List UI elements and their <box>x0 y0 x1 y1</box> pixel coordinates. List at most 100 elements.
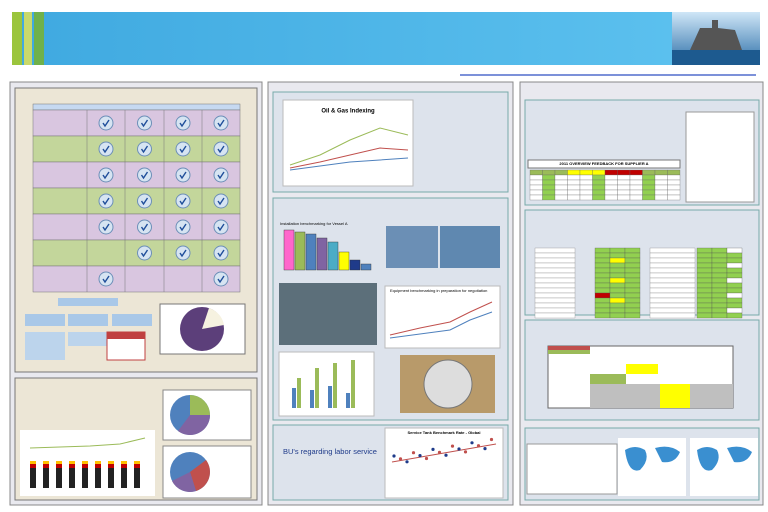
cell <box>711 262 728 269</box>
cell <box>624 277 641 284</box>
line <box>289 147 409 169</box>
cell <box>609 302 626 309</box>
cell <box>667 179 681 186</box>
cell <box>594 312 611 319</box>
check-mark <box>102 275 110 284</box>
cell <box>654 169 668 176</box>
cell <box>579 179 593 186</box>
cell <box>604 169 618 176</box>
check-icon <box>175 167 191 183</box>
check-mark <box>140 197 149 206</box>
cell <box>534 302 576 309</box>
org-node-head <box>107 332 145 339</box>
cell <box>592 194 606 201</box>
cell <box>726 292 743 299</box>
dot <box>483 447 487 451</box>
check-mark <box>217 197 225 206</box>
cell <box>529 194 543 201</box>
cell <box>604 174 618 181</box>
bar <box>30 464 36 468</box>
cell <box>594 277 611 284</box>
check-mark <box>140 171 149 180</box>
check-icon <box>213 167 229 183</box>
cell <box>649 292 696 299</box>
bar <box>95 468 101 488</box>
check-mark <box>140 145 149 154</box>
cell <box>592 169 606 176</box>
bar <box>134 468 140 488</box>
bar <box>315 368 319 408</box>
cell <box>542 179 556 186</box>
cell <box>696 307 713 314</box>
line <box>289 157 409 171</box>
continents <box>697 446 752 471</box>
dot <box>489 437 494 442</box>
cell <box>654 189 668 196</box>
check-mark <box>102 119 110 128</box>
check-icon <box>98 141 114 157</box>
bar <box>43 461 49 464</box>
line <box>29 437 146 449</box>
org-node <box>68 314 108 326</box>
bar <box>69 461 75 464</box>
bar <box>310 390 314 408</box>
cell <box>654 184 668 191</box>
cell <box>579 169 593 176</box>
cell <box>667 184 681 191</box>
bar <box>69 464 75 468</box>
check-icon <box>137 167 152 183</box>
cell <box>711 257 728 264</box>
bar <box>346 393 350 408</box>
table-row <box>32 187 241 215</box>
cell <box>624 272 641 279</box>
cell <box>529 169 543 176</box>
cell <box>711 292 728 299</box>
check-mark <box>217 119 225 128</box>
bar <box>82 464 88 468</box>
cell <box>567 194 581 201</box>
cell <box>609 272 626 279</box>
cell <box>579 184 593 191</box>
cell <box>529 174 543 181</box>
cell <box>609 252 626 259</box>
cell <box>542 189 556 196</box>
check-icon <box>213 219 229 235</box>
cell <box>642 189 656 196</box>
cell <box>696 257 713 264</box>
check-mark <box>102 197 110 206</box>
table-title: 2011 OVERVIEW FEEDBACK FOR SUPPLIER A <box>559 161 648 166</box>
cell <box>667 174 681 181</box>
cell <box>554 184 568 191</box>
cell <box>642 194 656 201</box>
check-icon <box>213 115 229 131</box>
bar <box>56 464 62 468</box>
cell <box>534 267 576 274</box>
check-icon <box>175 219 191 235</box>
cell <box>624 307 641 314</box>
dot <box>411 451 416 455</box>
cell <box>534 277 576 284</box>
bar <box>292 388 296 408</box>
cell <box>696 282 713 289</box>
cell <box>624 282 641 289</box>
chart-title: Service Tank Benchmark Rate - Global <box>407 430 480 435</box>
check-mark <box>140 223 149 232</box>
cell <box>594 267 611 274</box>
cell <box>629 179 643 186</box>
cell <box>594 302 611 309</box>
cell <box>534 292 576 299</box>
cell <box>594 262 611 269</box>
check-icon <box>137 141 152 157</box>
cell <box>667 189 681 196</box>
cell <box>554 179 568 186</box>
check-icon <box>98 167 114 183</box>
bar <box>121 468 127 488</box>
cell <box>624 267 641 274</box>
cell <box>617 174 631 181</box>
bar <box>297 378 301 408</box>
cell <box>711 302 728 309</box>
cell <box>696 262 713 269</box>
cell <box>696 312 713 319</box>
